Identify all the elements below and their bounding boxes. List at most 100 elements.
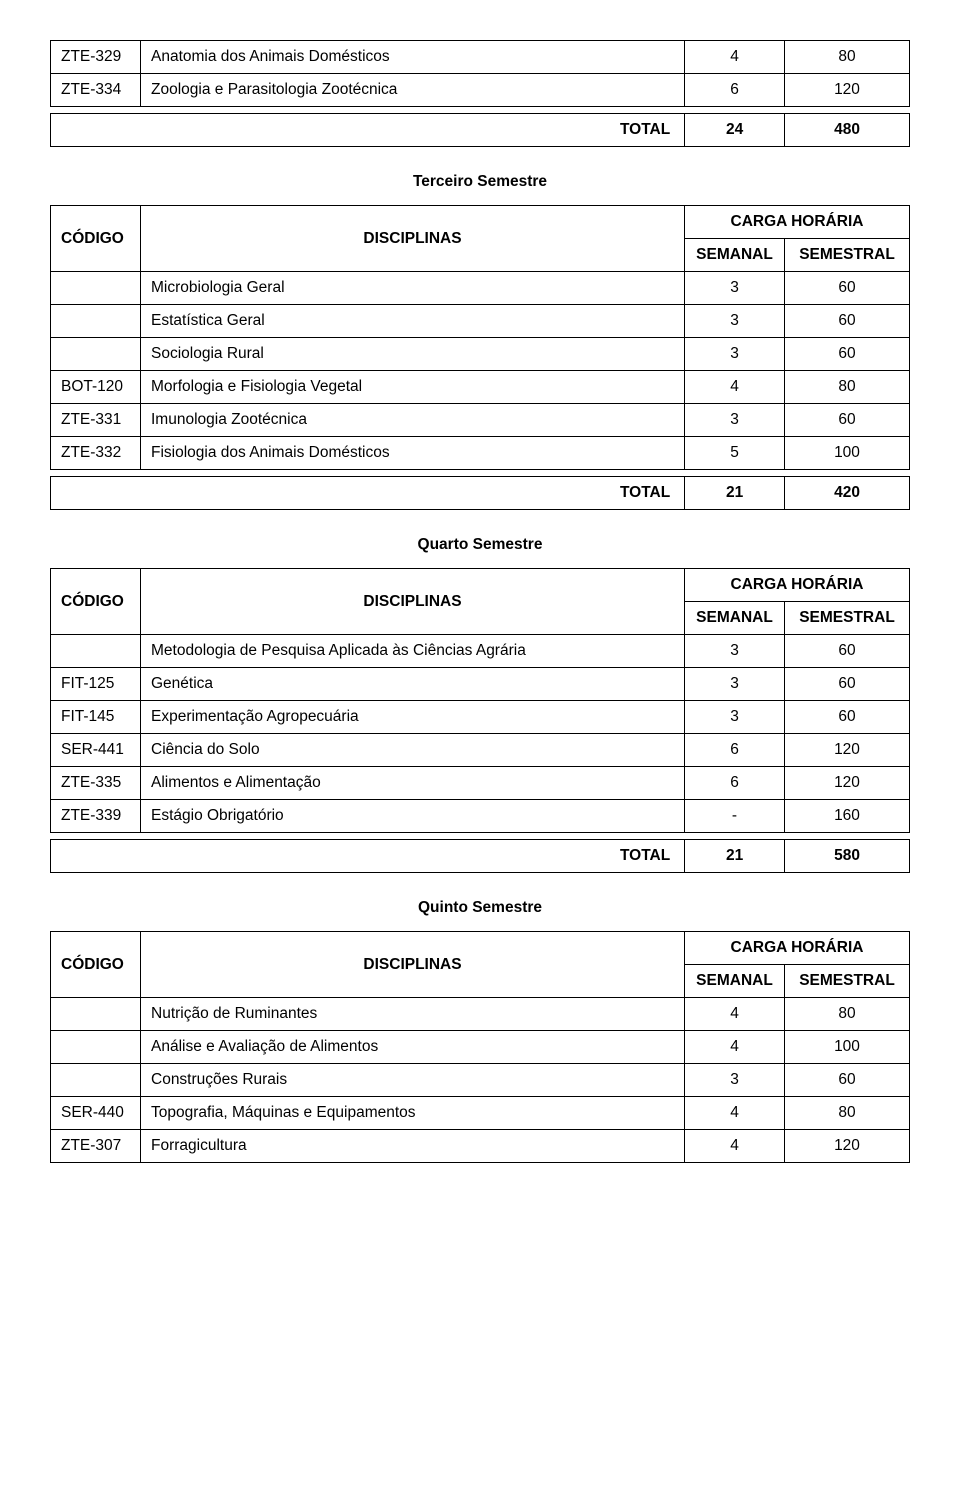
name-cell: Morfologia e Fisiologia Vegetal (141, 371, 685, 404)
carga-header: CARGA HORÁRIA (685, 932, 910, 965)
semanal-cell: 4 (685, 371, 785, 404)
sem5-table: CÓDIGO DISCIPLINAS CARGA HORÁRIA SEMANAL… (50, 931, 910, 1163)
name-cell: Topografia, Máquinas e Equipamentos (141, 1097, 685, 1130)
table-row: ZTE-331Imunologia Zootécnica360 (51, 404, 910, 437)
table-row: Nutrição de Ruminantes480 (51, 998, 910, 1031)
name-cell: Imunologia Zootécnica (141, 404, 685, 437)
semanal-header: SEMANAL (685, 602, 785, 635)
semestral-cell: 60 (785, 338, 910, 371)
semestral-cell: 120 (785, 734, 910, 767)
sem4-table: CÓDIGO DISCIPLINAS CARGA HORÁRIA SEMANAL… (50, 568, 910, 833)
semanal-cell: 3 (685, 635, 785, 668)
total-label: TOTAL (51, 840, 685, 873)
code-cell: BOT-120 (51, 371, 141, 404)
table-row: ZTE-332Fisiologia dos Animais Domésticos… (51, 437, 910, 470)
code-cell: SER-441 (51, 734, 141, 767)
total-semestral: 420 (785, 477, 910, 510)
table-row: SER-441Ciência do Solo6120 (51, 734, 910, 767)
section-title-sem3: Terceiro Semestre (50, 173, 910, 191)
table-row: Metodologia de Pesquisa Aplicada às Ciên… (51, 635, 910, 668)
semanal-header: SEMANAL (685, 239, 785, 272)
table-row: Sociologia Rural360 (51, 338, 910, 371)
top-table: ZTE-329 Anatomia dos Animais Domésticos … (50, 40, 910, 107)
total-label: TOTAL (51, 114, 685, 147)
code-cell: ZTE-339 (51, 800, 141, 833)
semestral-cell: 60 (785, 635, 910, 668)
name-cell: Estágio Obrigatório (141, 800, 685, 833)
name-cell: Ciência do Solo (141, 734, 685, 767)
code-cell: ZTE-307 (51, 1130, 141, 1163)
table-row: Análise e Avaliação de Alimentos4100 (51, 1031, 910, 1064)
semanal-cell: 4 (685, 998, 785, 1031)
semestral-cell: 80 (785, 1097, 910, 1130)
semestral-header: SEMESTRAL (785, 965, 910, 998)
code-cell: ZTE-329 (51, 41, 141, 74)
semanal-cell: 5 (685, 437, 785, 470)
total-label: TOTAL (51, 477, 685, 510)
name-cell: Genética (141, 668, 685, 701)
semanal-cell: 3 (685, 404, 785, 437)
name-cell: Estatística Geral (141, 305, 685, 338)
semestral-cell: 100 (785, 437, 910, 470)
semanal-cell: 4 (685, 1031, 785, 1064)
name-cell: Análise e Avaliação de Alimentos (141, 1031, 685, 1064)
codigo-header: CÓDIGO (51, 569, 141, 635)
table-row: ZTE-339Estágio Obrigatório-160 (51, 800, 910, 833)
disciplinas-header: DISCIPLINAS (141, 206, 685, 272)
sem4-total-table: TOTAL 21 580 (50, 839, 910, 873)
name-cell: Metodologia de Pesquisa Aplicada às Ciên… (141, 635, 685, 668)
semanal-cell: 4 (685, 1130, 785, 1163)
name-cell: Zoologia e Parasitologia Zootécnica (141, 74, 685, 107)
code-cell: ZTE-334 (51, 74, 141, 107)
code-cell: ZTE-332 (51, 437, 141, 470)
semanal-cell: 4 (685, 1097, 785, 1130)
table-row: ZTE-329 Anatomia dos Animais Domésticos … (51, 41, 910, 74)
name-cell: Anatomia dos Animais Domésticos (141, 41, 685, 74)
name-cell: Microbiologia Geral (141, 272, 685, 305)
table-row: Microbiologia Geral360 (51, 272, 910, 305)
semestral-cell: 60 (785, 1064, 910, 1097)
semestral-cell: 80 (785, 41, 910, 74)
code-cell: ZTE-335 (51, 767, 141, 800)
code-cell (51, 272, 141, 305)
table-row: ZTE-335Alimentos e Alimentação6120 (51, 767, 910, 800)
total-semestral: 480 (785, 114, 910, 147)
name-cell: Fisiologia dos Animais Domésticos (141, 437, 685, 470)
name-cell: Alimentos e Alimentação (141, 767, 685, 800)
total-semanal: 21 (685, 477, 785, 510)
table-row: SER-440Topografia, Máquinas e Equipament… (51, 1097, 910, 1130)
semanal-cell: 3 (685, 305, 785, 338)
semestral-cell: 60 (785, 305, 910, 338)
semestral-cell: 60 (785, 668, 910, 701)
carga-header: CARGA HORÁRIA (685, 206, 910, 239)
semestral-header: SEMESTRAL (785, 239, 910, 272)
table-row: Construções Rurais360 (51, 1064, 910, 1097)
table-row: BOT-120Morfologia e Fisiologia Vegetal48… (51, 371, 910, 404)
semestral-cell: 120 (785, 767, 910, 800)
code-cell: FIT-145 (51, 701, 141, 734)
code-cell (51, 338, 141, 371)
code-cell: ZTE-331 (51, 404, 141, 437)
semanal-cell: 6 (685, 734, 785, 767)
semestral-cell: 80 (785, 998, 910, 1031)
header-row: CÓDIGO DISCIPLINAS CARGA HORÁRIA (51, 932, 910, 965)
name-cell: Sociologia Rural (141, 338, 685, 371)
semanal-cell: 3 (685, 338, 785, 371)
code-cell (51, 305, 141, 338)
total-row: TOTAL 24 480 (51, 114, 910, 147)
code-cell (51, 635, 141, 668)
semanal-cell: 6 (685, 74, 785, 107)
name-cell: Nutrição de Ruminantes (141, 998, 685, 1031)
header-row: CÓDIGO DISCIPLINAS CARGA HORÁRIA (51, 569, 910, 602)
table-row: Estatística Geral360 (51, 305, 910, 338)
code-cell (51, 1031, 141, 1064)
total-semestral: 580 (785, 840, 910, 873)
table-row: FIT-125Genética360 (51, 668, 910, 701)
top-total-table: TOTAL 24 480 (50, 113, 910, 147)
codigo-header: CÓDIGO (51, 932, 141, 998)
table-row: FIT-145Experimentação Agropecuária360 (51, 701, 910, 734)
sem3-table: CÓDIGO DISCIPLINAS CARGA HORÁRIA SEMANAL… (50, 205, 910, 470)
semestral-cell: 60 (785, 272, 910, 305)
name-cell: Forragicultura (141, 1130, 685, 1163)
disciplinas-header: DISCIPLINAS (141, 569, 685, 635)
